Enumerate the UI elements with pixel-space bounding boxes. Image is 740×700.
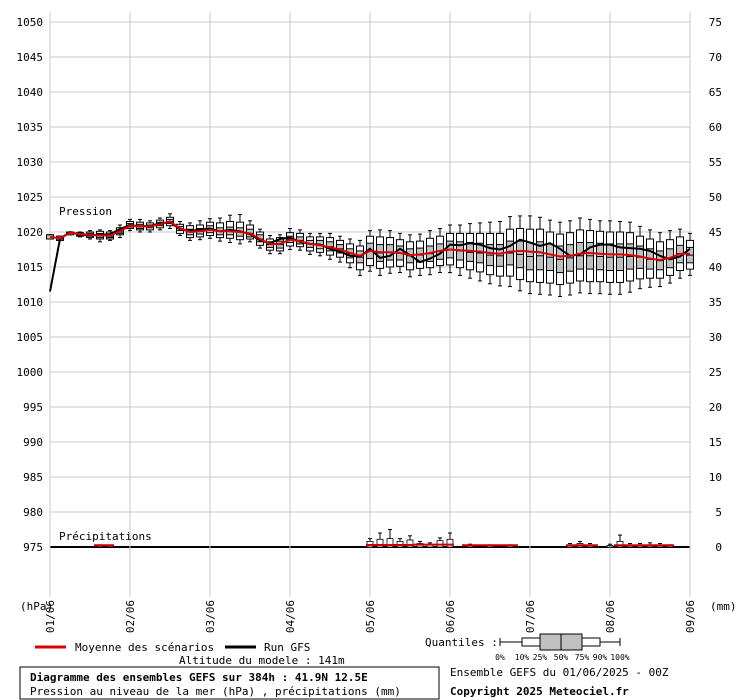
box [586,218,594,295]
quantile-tick: 50% [554,653,569,662]
title-box [19,666,440,700]
box [246,220,254,243]
precip-q90 [106,545,114,548]
quantile-tick-labels: 0% 10% 25% 50% 75% 90% 100% [495,653,630,662]
chart-title: Diagramme des ensembles GEFS sur 384h : … [30,671,368,684]
y-right-tick-label: 5 [715,506,722,519]
y-tick-label: 1015 [17,261,44,274]
x-tick-label: 09/06 [684,600,697,633]
chart-subtitle: Pression au niveau de la mer (hPa) , pré… [30,685,401,698]
precip-q90 [606,545,614,548]
precip-label: Précipitations [59,530,152,543]
y-right-tick-label: 15 [709,436,722,449]
y-tick-label: 1050 [17,16,44,29]
y-tick-label: 975 [23,541,43,554]
box [546,219,554,296]
y-right-tick-label: 30 [709,331,722,344]
copyright: Copyright 2025 Meteociel.fr [450,685,629,698]
box [216,217,224,242]
quantile-tick: 90% [593,653,608,662]
run-info: Ensemble GEFS du 01/06/2025 - 00Z [450,666,669,679]
quantile-tick: 0% [495,653,505,662]
precip-q90 [406,539,414,548]
x-axis-ticks: 01/06 02/06 03/06 04/06 05/06 06/06 07/06 08/06… [44,600,697,633]
x-tick-label: 02/06 [124,600,137,633]
y-right-tick-label: 55 [709,156,722,169]
box [596,220,604,295]
precip-q90 [96,545,104,548]
y-right-tick-label: 45 [709,226,722,239]
quantile-legend-box [499,633,621,651]
box [566,220,574,296]
y-right-tick-label: 75 [709,16,722,29]
grid [49,12,691,597]
y-tick-label: 1030 [17,156,44,169]
x-tick-label: 04/06 [284,600,297,633]
precip-boxes [94,529,674,548]
box [236,214,244,245]
y-right-tick-label: 35 [709,296,722,309]
x-tick-label: 06/06 [444,600,457,633]
x-tick-label: 05/06 [364,600,377,633]
box [226,214,234,243]
y-tick-label: 1035 [17,121,44,134]
y-tick-label: 1010 [17,296,44,309]
box [356,239,364,276]
quantile-tick: 10% [515,653,530,662]
left-unit-label: (hPa) [20,600,53,613]
box [616,221,624,295]
precip-q90 [386,538,394,548]
x-tick-label: 07/06 [524,600,537,633]
y-tick-label: 985 [23,471,43,484]
y-tick-label: 995 [23,401,43,414]
y-tick-label: 990 [23,436,43,449]
x-tick-label: 01/06 [44,600,57,633]
y-right-tick-label: 40 [709,261,722,274]
y-right-tick-label: 50 [709,191,722,204]
y-tick-label: 1005 [17,331,44,344]
box [536,216,544,295]
box [516,215,524,292]
altitude-label: Altitude du modele : 141m [179,654,345,667]
quantile-tick: 100% [610,653,629,662]
box [606,220,614,295]
quantiles-label: Quantiles : [425,636,498,649]
y-right-tick-label: 60 [709,121,722,134]
x-tick-label: 08/06 [604,600,617,633]
quantile-tick: 25% [533,653,548,662]
run-legend-label: Run GFS [264,641,310,654]
quantile-tick: 75% [575,653,590,662]
precip-box [436,537,444,548]
y-tick-label: 1045 [17,51,44,64]
series-lines [49,220,691,292]
box [626,221,634,293]
precip-box [606,543,614,548]
pressure-label: Pression [59,205,112,218]
box [526,215,534,295]
y-tick-label: 1000 [17,366,44,379]
left-axis-ticks: 1050 1045 1040 1035 1030 1025 1020 1015 1010 1005… [17,16,44,554]
y-right-tick-label: 25 [709,366,722,379]
y-right-tick-label: 10 [709,471,722,484]
y-tick-label: 1025 [17,191,44,204]
y-right-tick-label: 0 [715,541,722,554]
y-tick-label: 980 [23,506,43,519]
y-right-tick-label: 65 [709,86,722,99]
ensemble-mean-line [49,220,690,262]
y-tick-label: 1020 [17,226,44,239]
x-tick-label: 03/06 [204,600,217,633]
y-right-tick-label: 70 [709,51,722,64]
box [476,222,484,282]
mean-legend-label: Moyenne des scénarios [75,641,214,654]
box [556,221,564,297]
precip-q90 [616,541,624,548]
precip-q90 [446,538,454,548]
y-tick-label: 1040 [17,86,44,99]
y-right-tick-label: 20 [709,401,722,414]
right-unit-label: (mm) [710,600,737,613]
precip-q90 [376,538,384,548]
